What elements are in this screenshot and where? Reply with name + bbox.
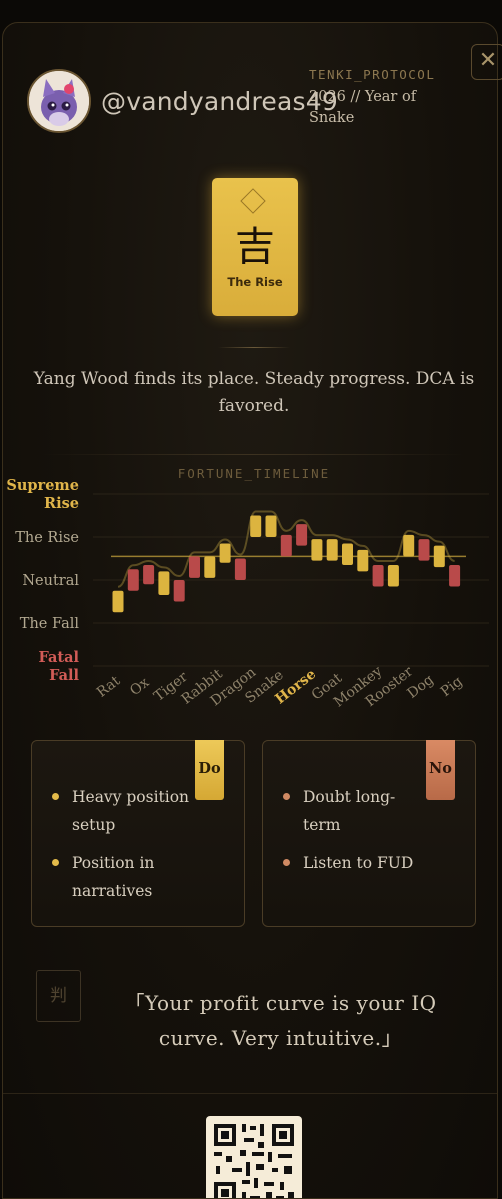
qr-code[interactable] bbox=[206, 1116, 302, 1198]
timeline-title: FORTUNE_TIMELINE bbox=[177, 466, 331, 481]
no-item: Doubt long-term bbox=[303, 788, 396, 834]
do-tag: Do bbox=[195, 740, 224, 800]
y-axis-label: Supreme bbox=[6, 477, 79, 494]
bullet-dot bbox=[52, 793, 59, 800]
fortune-card-panel: @vandyandreas49 TENKI_PROTOCOL 2026 // Y… bbox=[2, 22, 498, 1199]
candle bbox=[143, 564, 155, 585]
x-axis-label: Pig bbox=[438, 673, 466, 700]
trend-curve bbox=[117, 510, 455, 588]
candle bbox=[357, 549, 369, 572]
candle bbox=[112, 590, 124, 613]
do-panel: Do Heavy position setup Position in narr… bbox=[31, 740, 245, 927]
candle bbox=[280, 534, 292, 557]
verdict-icon: 判 bbox=[36, 970, 81, 1022]
bullet-dot bbox=[52, 859, 59, 866]
candle bbox=[173, 580, 185, 602]
fortune-kanji: 吉 bbox=[235, 224, 275, 270]
bullet-dot bbox=[283, 859, 290, 866]
fortune-label: The Rise bbox=[227, 275, 283, 289]
diamond-icon bbox=[240, 188, 266, 214]
candle bbox=[403, 534, 415, 557]
qr-icon bbox=[214, 1124, 294, 1198]
avatar[interactable] bbox=[27, 69, 91, 133]
candle bbox=[219, 543, 231, 563]
footer-divider bbox=[3, 1093, 497, 1094]
do-item: Heavy position setup bbox=[72, 788, 190, 834]
candle bbox=[158, 571, 170, 596]
no-panel: No Doubt long-term Listen to FUD bbox=[262, 740, 476, 927]
fortune-tile: 吉 The Rise bbox=[212, 178, 298, 316]
close-button[interactable]: ✕ bbox=[471, 44, 502, 80]
y-axis-label: The Rise bbox=[15, 530, 79, 546]
username: @vandyandreas49 bbox=[101, 87, 338, 116]
candle bbox=[326, 539, 338, 561]
do-item: Position in narratives bbox=[72, 854, 155, 900]
year-label: 2026 // Year of Snake bbox=[309, 89, 417, 126]
candle bbox=[433, 545, 445, 568]
bullet-dot bbox=[283, 793, 290, 800]
y-axis-label: Fall bbox=[49, 667, 79, 684]
candle bbox=[342, 543, 353, 565]
y-axis-label: Rise bbox=[44, 495, 79, 512]
candle bbox=[127, 569, 139, 591]
verdict-quote: 「Your profit curve is your IQ curve. Ver… bbox=[124, 991, 437, 1050]
candle bbox=[265, 515, 277, 537]
no-tag: No bbox=[426, 740, 455, 800]
y-axis-label: Neutral bbox=[22, 573, 79, 589]
divider bbox=[43, 454, 463, 455]
y-axis-label: Fatal bbox=[39, 649, 80, 666]
candle bbox=[250, 515, 262, 537]
divider bbox=[218, 347, 290, 348]
y-axis-label: The Fall bbox=[20, 616, 80, 632]
x-axis-label: Ox bbox=[127, 675, 152, 700]
candle bbox=[204, 556, 216, 578]
candle bbox=[189, 556, 200, 578]
fortune-reading: Yang Wood finds its place. Steady progre… bbox=[33, 369, 475, 416]
candle bbox=[418, 539, 430, 561]
candle bbox=[311, 539, 323, 561]
candle bbox=[234, 558, 246, 580]
candle bbox=[296, 524, 308, 546]
candle bbox=[372, 564, 384, 587]
candle bbox=[387, 564, 399, 587]
candle bbox=[449, 564, 461, 587]
protocol-label: TENKI_PROTOCOL bbox=[309, 67, 436, 82]
no-item: Listen to FUD bbox=[303, 854, 414, 872]
x-axis-label: Rat bbox=[94, 673, 124, 701]
